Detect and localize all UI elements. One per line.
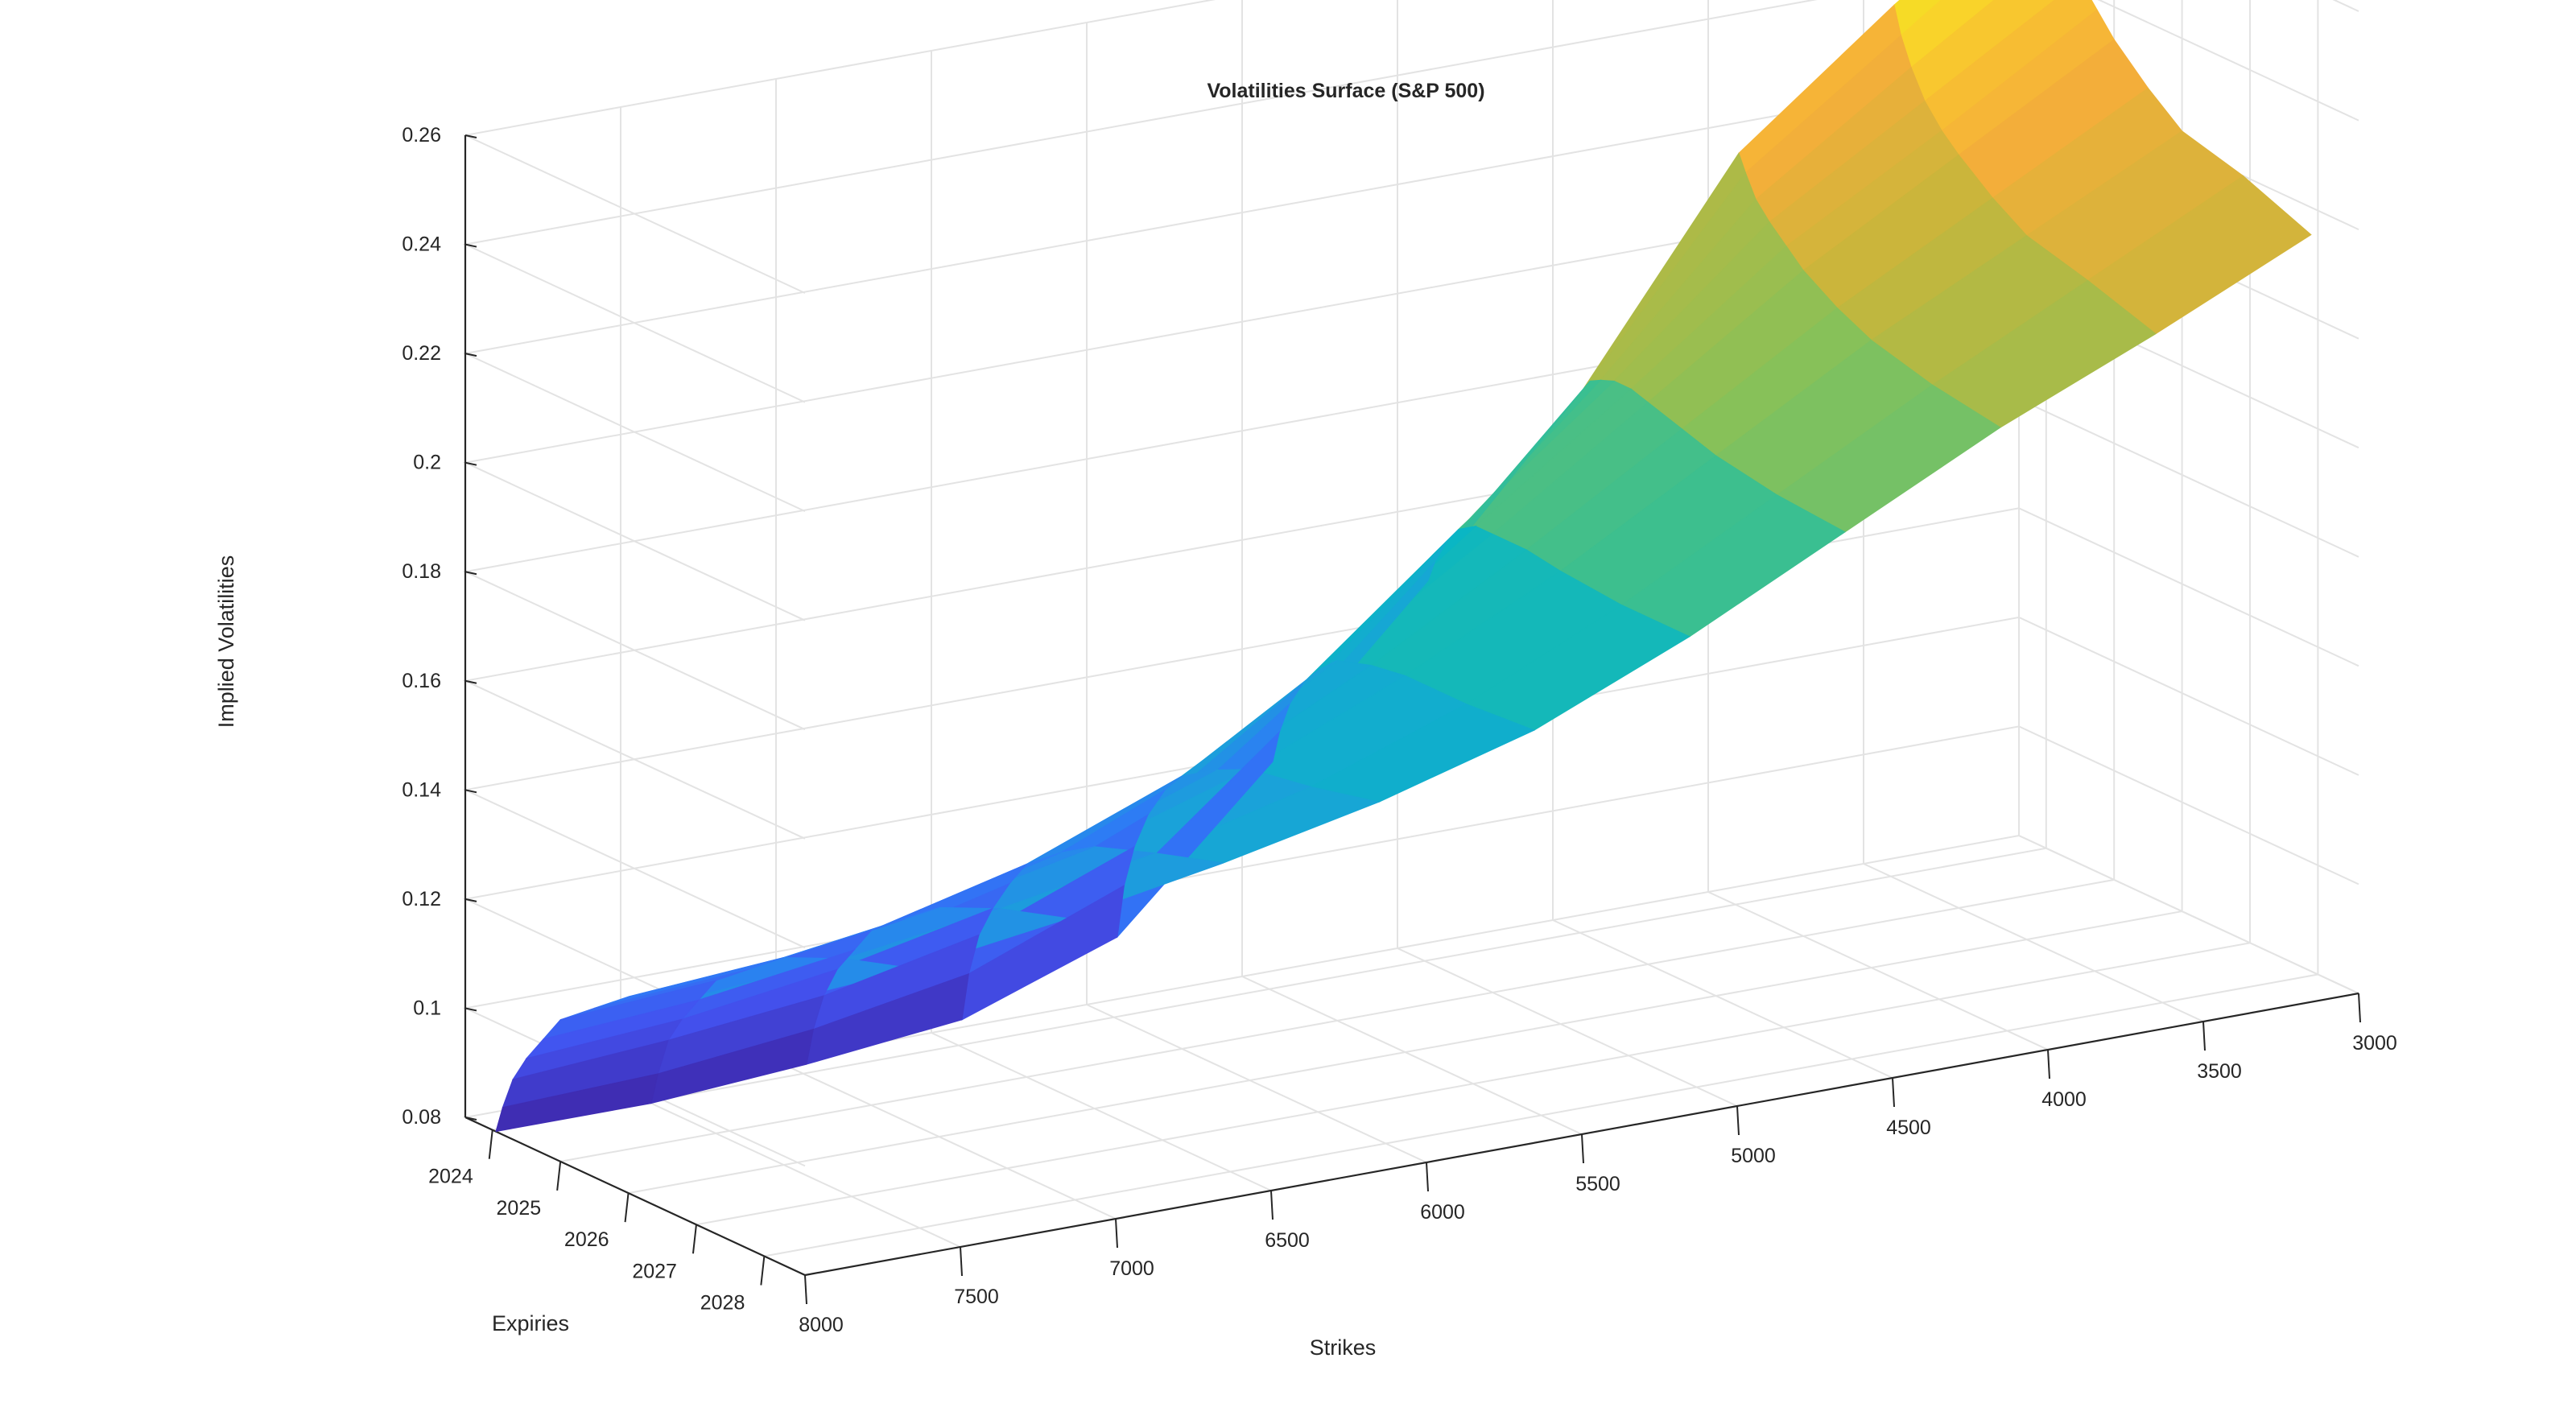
y-tick-mark xyxy=(760,1256,766,1286)
x-tick-mark xyxy=(804,1274,807,1305)
x-tick-mark xyxy=(1426,1162,1429,1192)
x-gridline xyxy=(1086,23,1427,1163)
ticks-layer: 0.08 0.1 0.12 0.14 0.16 0.18 0.2 0.22 0.24 0.26 80… xyxy=(402,124,2396,1336)
x-gridline xyxy=(931,51,1272,1191)
x-tick-label: 3500 xyxy=(2197,1060,2242,1083)
x-tick-label: 3000 xyxy=(2352,1032,2397,1055)
z-tick-label: 0.12 xyxy=(402,888,441,910)
x-tick-mark xyxy=(960,1246,963,1277)
z-tick-label: 0.22 xyxy=(402,342,441,365)
x-tick-label: 4500 xyxy=(1886,1117,1931,1139)
x-gridline xyxy=(1241,0,1583,1135)
x-tick-label: 6500 xyxy=(1265,1229,1310,1252)
y-tick-label: 2028 xyxy=(700,1291,745,1314)
z-tick-mark xyxy=(464,134,477,138)
z-tick-label: 0.16 xyxy=(402,670,441,692)
x-tick-label: 8000 xyxy=(799,1314,844,1336)
y-tick-mark xyxy=(691,1224,697,1254)
y-axis-label: Expiries xyxy=(492,1311,569,1335)
z-tick-mark xyxy=(464,353,477,357)
x-tick-label: 6000 xyxy=(1420,1201,1465,1224)
x-tick-mark xyxy=(2202,1021,2206,1051)
x-tick-label: 4000 xyxy=(2041,1088,2087,1111)
x-tick-label: 5500 xyxy=(1575,1173,1620,1195)
x-gridline xyxy=(1552,0,1893,1079)
x-tick-mark xyxy=(1581,1133,1584,1164)
y-tick-label: 2025 xyxy=(497,1197,542,1220)
z-tick-label: 0.08 xyxy=(402,1106,441,1129)
y-tick-mark xyxy=(624,1192,630,1223)
z-axis-label: Implied Volatilities xyxy=(214,555,238,729)
x-tick-mark xyxy=(1115,1218,1118,1249)
z-gridline xyxy=(462,0,2359,294)
x-tick-mark xyxy=(1892,1077,1895,1108)
y-tick-mark xyxy=(556,1161,562,1191)
y-gridline xyxy=(696,0,2251,1226)
x-gridline xyxy=(1397,0,1738,1107)
y-tick-label: 2027 xyxy=(632,1260,677,1282)
x-axis-label: Strikes xyxy=(1310,1335,1377,1360)
z-tick-mark xyxy=(464,243,477,248)
x-tick-mark xyxy=(1270,1190,1274,1220)
x-tick-label: 7000 xyxy=(1109,1257,1154,1280)
x-tick-mark xyxy=(2047,1049,2050,1079)
z-tick-mark xyxy=(464,898,477,902)
y-tick-mark xyxy=(488,1129,493,1159)
y-axis-line xyxy=(464,1117,806,1276)
x-tick-label: 7500 xyxy=(954,1286,999,1308)
y-tick-label: 2026 xyxy=(564,1228,609,1251)
x-tick-label: 5000 xyxy=(1731,1145,1776,1167)
surface-layer xyxy=(495,0,2312,1133)
x-tick-mark xyxy=(2358,993,2361,1023)
z-tick-mark xyxy=(464,571,477,576)
z-tick-mark xyxy=(464,679,477,684)
y-tick-label: 2024 xyxy=(428,1166,473,1188)
z-tick-mark xyxy=(464,789,477,794)
chart-title: Volatilities Surface (S&P 500) xyxy=(1207,80,1484,102)
z-tick-label: 0.2 xyxy=(413,452,441,474)
z-tick-label: 0.14 xyxy=(402,778,441,801)
z-tick-label: 0.26 xyxy=(402,124,441,147)
z-tick-mark xyxy=(464,1007,477,1012)
z-tick-mark xyxy=(464,461,477,466)
z-tick-label: 0.24 xyxy=(402,233,441,256)
z-tick-label: 0.18 xyxy=(402,560,441,583)
x-tick-mark xyxy=(1736,1105,1740,1136)
surface-patch xyxy=(495,1073,659,1133)
y-gridline xyxy=(764,0,2319,1257)
z-tick-mark xyxy=(464,1117,477,1121)
z-tick-label: 0.1 xyxy=(413,997,441,1019)
